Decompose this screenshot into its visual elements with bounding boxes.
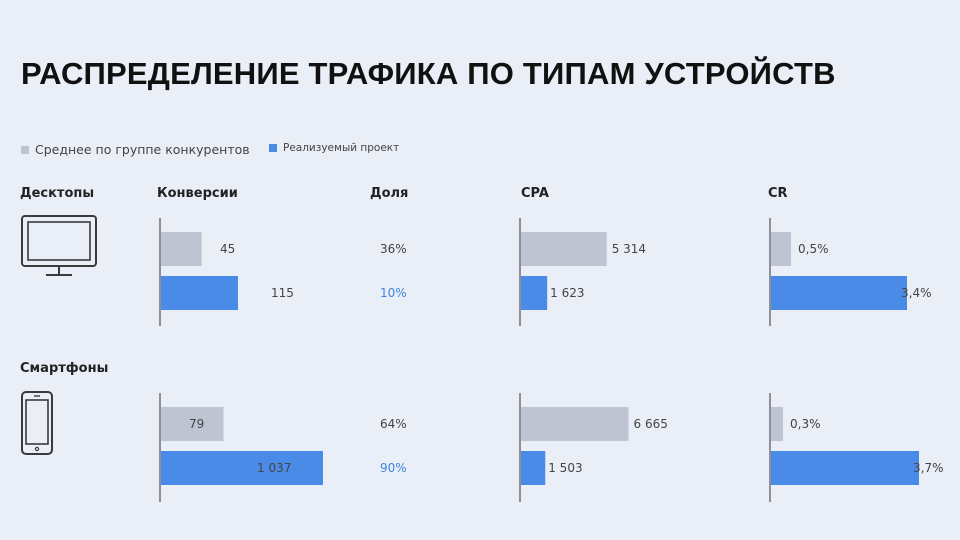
label-cpa-project-desktop: 1 623 (550, 286, 584, 300)
label-cr-competitors-mobile: 0,3% (790, 417, 821, 431)
legend-item-project: Реализуемый проект (269, 142, 399, 154)
bar-cr-project-mobile (771, 451, 919, 485)
bar-cpa-project-desktop (521, 276, 548, 310)
label-cpa-competitors-desktop: 5 314 (612, 242, 646, 256)
legend-swatch-project (269, 144, 277, 152)
label-share-competitors-mobile: 64% (380, 417, 407, 431)
legend-label-project: Реализуемый проект (283, 142, 400, 154)
legend-swatch-competitors (21, 145, 29, 154)
label-share-project-mobile: 90% (380, 461, 407, 475)
label-conversions-competitors-mobile: 79 (189, 417, 204, 431)
column-header-cpa: CPA (521, 186, 549, 201)
device-label-desktop: Десктопы (20, 186, 95, 201)
bar-cr-competitors-desktop (771, 232, 791, 266)
device-label-mobile: Смартфоны (20, 361, 109, 376)
bar-cpa-project-mobile (521, 451, 546, 485)
label-share-competitors-desktop: 36% (380, 242, 407, 256)
legend-item-competitors: Среднее по группе конкурентов (21, 142, 250, 157)
bar-conversions-project-mobile (161, 451, 323, 485)
bar-cpa-competitors-mobile (521, 407, 629, 441)
bar-conversions-project-desktop (161, 276, 238, 310)
label-conversions-competitors-desktop: 45 (220, 242, 235, 256)
label-conversions-project-desktop: 115 (271, 286, 294, 300)
bar-cpa-competitors-desktop (521, 232, 607, 266)
label-cr-project-desktop: 3,4% (901, 286, 932, 300)
desktop-monitor-icon (21, 215, 97, 276)
label-share-project-desktop: 10% (380, 286, 407, 300)
column-header-conversions: Конверсии (157, 186, 238, 201)
bar-conversions-competitors-mobile (161, 407, 224, 441)
legend-label-competitors: Среднее по группе конкурентов (35, 142, 250, 157)
column-header-cr: CR (768, 186, 788, 201)
slide-title: РАСПРЕДЕЛЕНИЕ ТРАФИКА ПО ТИПАМ УСТРОЙСТВ (21, 56, 836, 91)
label-cr-competitors-desktop: 0,5% (798, 242, 829, 256)
column-header-share: Доля (370, 186, 409, 201)
bar-cr-competitors-mobile (771, 407, 783, 441)
label-cr-project-mobile: 3,7% (913, 461, 944, 475)
label-cpa-project-mobile: 1 503 (548, 461, 582, 475)
bar-cr-project-desktop (771, 276, 907, 310)
label-cpa-competitors-mobile: 6 665 (634, 417, 668, 431)
bar-conversions-competitors-desktop (161, 232, 202, 266)
smartphone-icon (21, 391, 53, 455)
label-conversions-project-mobile: 1 037 (257, 461, 291, 475)
